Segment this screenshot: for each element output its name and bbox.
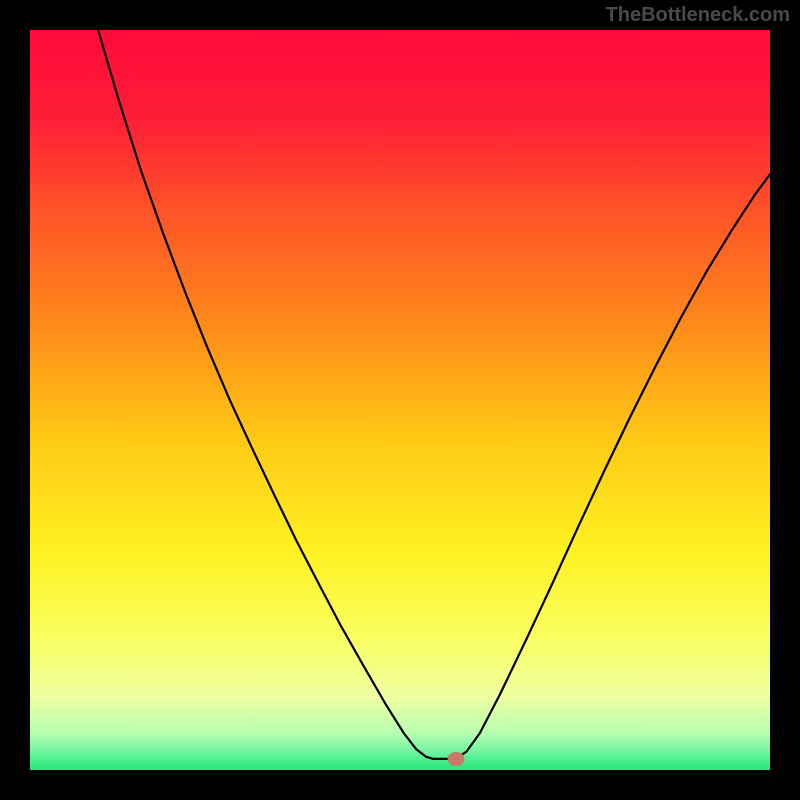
bottleneck-curve	[30, 30, 770, 770]
watermark-text: TheBottleneck.com	[606, 4, 790, 27]
optimal-point-marker	[447, 752, 464, 766]
plot-area	[30, 30, 770, 770]
